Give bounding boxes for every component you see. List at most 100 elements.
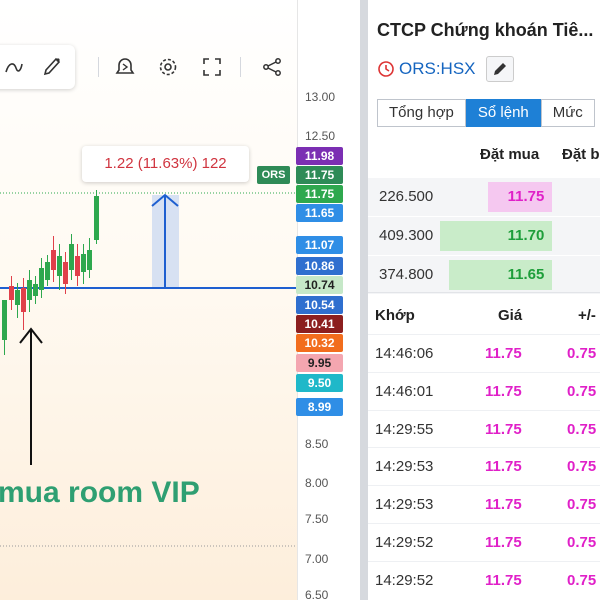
tab-orderbook[interactable]: Sổ lệnh	[465, 99, 541, 127]
toolbar-separator	[98, 57, 99, 77]
trade-row[interactable]: 14:29:55 11.75 0.75	[368, 409, 600, 448]
edit-button[interactable]	[485, 56, 514, 82]
trade-change: 0.75	[567, 420, 597, 438]
orderbook-row[interactable]: 409.300 11.70	[368, 217, 600, 255]
orderbook-volume-bar	[440, 221, 552, 251]
price-level-label: 10.54	[296, 296, 343, 314]
price-level-label: 11.07	[296, 236, 343, 254]
price-level-label: 9.50	[296, 374, 343, 392]
chart-pane[interactable]: 1.22 (11.63%) 122 ORS mua room VIP 13.00…	[0, 0, 360, 600]
fullscreen-icon[interactable]	[198, 53, 226, 81]
drawing-tools-group	[0, 45, 75, 89]
trade-time: 14:29:52	[375, 571, 434, 589]
orderbook-volume: 409.300	[379, 227, 434, 244]
trade-time: 14:46:06	[375, 345, 434, 362]
orderbook-bid-price[interactable]: 11.75	[507, 188, 545, 205]
tab-summary[interactable]: Tổng hợp	[377, 99, 466, 127]
orderbook-bid-price[interactable]: 11.65	[507, 266, 545, 283]
candle-body	[51, 250, 56, 270]
trade-change: 0.75	[567, 382, 597, 400]
trade-change: 0.75	[567, 345, 597, 362]
orderbook-bid-price[interactable]: 11.70	[507, 227, 545, 244]
candle-body	[39, 268, 44, 290]
chart-canvas[interactable]	[0, 0, 297, 600]
candle-body	[21, 288, 26, 312]
price-tick-label: 8.00	[305, 476, 329, 490]
alert-tool-icon[interactable]	[111, 53, 139, 81]
price-tick-label: 8.50	[305, 437, 329, 451]
trade-row[interactable]: 14:29:52 11.75 0.75	[368, 523, 600, 561]
candle-body	[63, 262, 68, 284]
orderbook-row[interactable]: 374.800 11.65	[368, 256, 600, 294]
annotation-text: mua room VIP	[0, 476, 200, 509]
trade-time: 14:29:53	[375, 458, 434, 476]
trade-time: 14:46:01	[375, 382, 434, 400]
candle-body	[2, 300, 7, 340]
price-level-label: 11.98	[296, 147, 343, 165]
trade-price: 11.75	[485, 420, 522, 438]
price-level-label: 11.75	[296, 185, 343, 203]
price-tick-label: 7.50	[305, 512, 329, 526]
trade-price: 11.75	[485, 571, 522, 589]
share-icon[interactable]	[258, 53, 286, 81]
price-level-label: 10.86	[296, 257, 343, 275]
candles	[2, 190, 99, 355]
trade-row[interactable]: 14:29:53 11.75 0.75	[368, 485, 600, 523]
section-divider	[368, 292, 600, 293]
candle-body	[27, 280, 32, 300]
trade-change: 0.75	[567, 496, 597, 514]
annotation-arrow-head	[19, 327, 43, 344]
panel-tabs: Tổng hợp Sổ lệnh Mức	[377, 99, 595, 127]
brush-tool-icon[interactable]	[38, 53, 66, 81]
price-tick-label: 6.50	[305, 588, 329, 600]
trades-price-header: Giá	[498, 307, 523, 324]
price-level-label: 10.41	[296, 315, 343, 333]
tab-levels[interactable]: Mức	[540, 99, 595, 127]
trade-row[interactable]: 14:46:01 11.75 0.75	[368, 371, 600, 410]
trade-time: 14:29:52	[375, 534, 434, 551]
price-tick-label: 7.00	[305, 552, 329, 566]
orderbook-volume: 226.500	[379, 188, 434, 205]
trade-price: 11.75	[485, 534, 522, 551]
candle-body	[57, 256, 62, 276]
price-level-label: 11.75	[296, 166, 343, 184]
candle-body	[45, 262, 50, 280]
chart-area[interactable]	[0, 0, 297, 600]
trade-price: 11.75	[485, 458, 522, 476]
orderbook-row[interactable]: 226.500 11.75	[368, 178, 600, 216]
price-level-label: 10.32	[296, 334, 343, 352]
trade-price: 11.75	[485, 382, 522, 400]
trade-price: 11.75	[485, 496, 522, 514]
curve-tool-icon[interactable]	[0, 53, 28, 81]
clock-icon	[378, 61, 394, 77]
trade-change: 0.75	[567, 571, 597, 589]
price-level-label: 11.65	[296, 204, 343, 222]
pencil-icon	[493, 63, 506, 75]
orderbook-ask-header: Đặt b	[562, 146, 600, 163]
trades-change-header: +/-	[578, 307, 596, 324]
orderbook-volume-bar	[449, 260, 552, 290]
stock-panel: CTCP Chứng khoán Tiê... ORS:HSX Tổng hợp…	[368, 0, 600, 600]
measure-label: 1.22 (11.63%) 122	[82, 146, 249, 182]
trade-change: 0.75	[567, 458, 597, 476]
candle-body	[69, 244, 74, 270]
candle-body	[75, 256, 80, 276]
candle-body	[15, 290, 20, 305]
trade-time: 14:29:55	[375, 420, 434, 438]
candle-body	[94, 196, 99, 240]
candle-body	[81, 254, 86, 272]
settings-gear-icon[interactable]	[154, 53, 182, 81]
ticker-symbol[interactable]: ORS:HSX	[399, 59, 476, 78]
trade-row[interactable]: 14:29:53 11.75 0.75	[368, 447, 600, 485]
price-tick-label: 13.00	[305, 90, 336, 104]
symbol-tag: ORS	[257, 166, 290, 184]
price-level-label: 9.95	[296, 354, 343, 372]
price-level-label: 8.99	[296, 398, 343, 416]
pane-divider[interactable]	[360, 0, 368, 600]
toolbar-separator	[240, 57, 241, 77]
trade-row[interactable]: 14:29:52 11.75 0.75	[368, 560, 600, 599]
candle-body	[9, 286, 14, 300]
trades-time-header: Khớp	[375, 307, 415, 324]
trade-row[interactable]: 14:46:06 11.75 0.75	[368, 334, 600, 372]
orderbook-bid-header: Đặt mua	[480, 146, 540, 163]
